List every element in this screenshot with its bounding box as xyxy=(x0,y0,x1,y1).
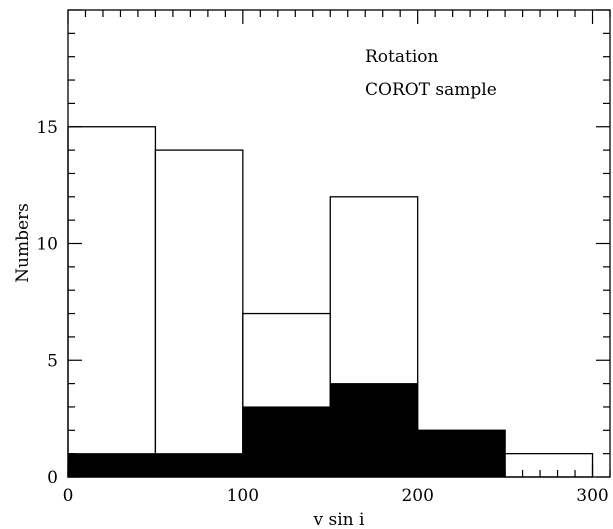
y-axis-label: Numbers xyxy=(13,203,33,283)
filled-bar xyxy=(154,453,244,478)
filled-bar xyxy=(329,383,419,478)
y-tick-label: 10 xyxy=(36,235,58,255)
y-tick-label: 15 xyxy=(36,118,58,138)
filled-bars xyxy=(67,383,506,478)
outline-bar xyxy=(154,149,244,478)
x-tick-label: 200 xyxy=(401,486,433,506)
x-axis-label: v sin i xyxy=(313,510,366,529)
plot-frame xyxy=(67,9,611,478)
filled-bar xyxy=(242,406,331,478)
y-tick-label: 0 xyxy=(47,468,58,488)
outline-bar xyxy=(67,126,157,478)
filled-bar xyxy=(417,429,506,478)
outline-bar xyxy=(504,452,594,478)
annotation-sample: COROT sample xyxy=(365,80,497,100)
x-tick-label: 100 xyxy=(227,486,259,506)
y-tick-label: 5 xyxy=(47,351,58,371)
filled-bar xyxy=(67,453,156,478)
annotation-rotation: Rotation xyxy=(365,47,439,67)
tick-labels: 0 100 200 300 0 5 10 15 xyxy=(36,118,608,506)
x-tick-label: 300 xyxy=(576,486,608,506)
x-tick-label: 0 xyxy=(63,486,74,506)
